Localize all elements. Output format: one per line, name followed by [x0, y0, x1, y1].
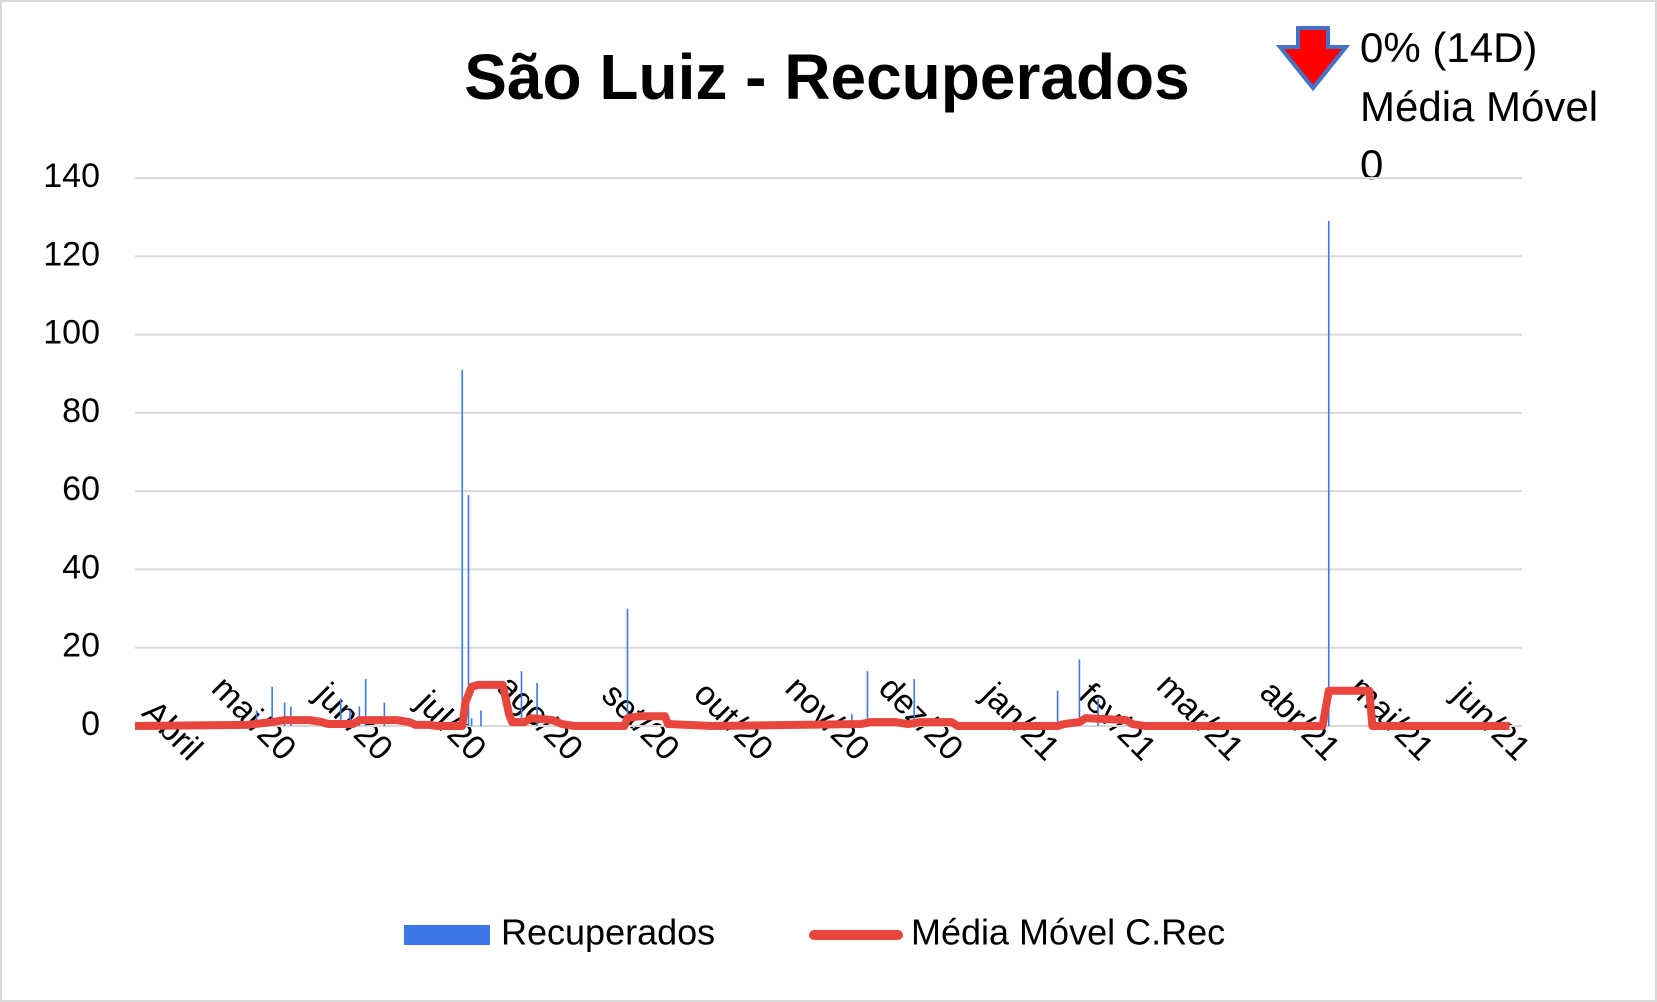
line — [134, 680, 1510, 730]
bar — [283, 702, 286, 726]
y-tick-label: 80 — [62, 392, 100, 430]
bar — [383, 702, 386, 726]
bar — [339, 698, 342, 726]
bar — [536, 682, 538, 726]
y-tick-label: 100 — [43, 314, 100, 352]
annotation-line: 0% (14D) — [1360, 24, 1537, 71]
bar — [470, 718, 473, 726]
y-tick-label: 40 — [62, 548, 100, 586]
legend-label: Média Móvel C.Rec — [911, 912, 1225, 953]
bar — [467, 495, 470, 726]
chart-title: São Luiz - Recuperados — [464, 41, 1189, 113]
bar — [349, 710, 351, 726]
bar — [461, 369, 464, 726]
bar — [866, 671, 869, 726]
bar — [1097, 698, 1099, 726]
bar — [520, 671, 523, 726]
bar — [255, 710, 258, 726]
legend-swatch — [404, 925, 490, 945]
y-tick-label: 140 — [43, 157, 100, 195]
bar — [271, 686, 273, 726]
bar — [1078, 659, 1081, 726]
y-tick-label: 0 — [81, 705, 100, 743]
bar — [626, 608, 629, 726]
bar — [1327, 221, 1330, 727]
y-tick-label: 60 — [62, 470, 100, 508]
annotation-line: 0 — [1360, 141, 1383, 188]
bar — [1056, 690, 1059, 726]
legend-label: Recuperados — [501, 912, 715, 953]
down-arrow-icon — [1275, 26, 1351, 92]
bar — [364, 679, 367, 726]
bar — [913, 679, 916, 726]
bar — [480, 710, 482, 726]
annotation-line: Média Móvel — [1360, 83, 1598, 130]
bar — [851, 714, 853, 726]
y-tick-label: 120 — [43, 235, 100, 273]
y-tick-label: 20 — [62, 627, 100, 665]
